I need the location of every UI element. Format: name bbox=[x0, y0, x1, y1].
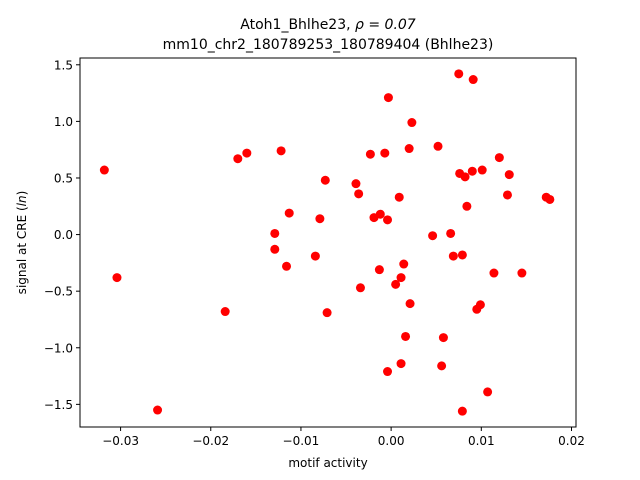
data-point bbox=[437, 361, 447, 371]
data-point bbox=[483, 387, 493, 397]
data-point bbox=[374, 265, 384, 275]
x-axis-ticks: −0.03 −0.02 −0.01 0.00 0.01 0.02 bbox=[102, 427, 585, 448]
data-point bbox=[99, 165, 109, 175]
data-point bbox=[401, 331, 411, 341]
y-tick-label: 1.0 bbox=[54, 115, 73, 129]
data-point bbox=[438, 333, 448, 343]
data-point bbox=[405, 299, 415, 309]
y-tick-label: 0.0 bbox=[54, 228, 73, 242]
data-point bbox=[462, 201, 472, 211]
data-point bbox=[233, 154, 243, 164]
x-tick-label: 0.01 bbox=[468, 434, 495, 448]
x-tick-label: 0.00 bbox=[378, 434, 405, 448]
data-point bbox=[404, 144, 414, 154]
data-point bbox=[457, 406, 467, 416]
data-point bbox=[355, 283, 365, 293]
data-point bbox=[375, 209, 385, 219]
data-point bbox=[460, 172, 470, 182]
y-tick-label: −0.5 bbox=[44, 285, 73, 299]
data-point bbox=[391, 279, 401, 289]
data-point bbox=[545, 194, 555, 204]
data-point bbox=[383, 367, 393, 377]
data-point bbox=[322, 308, 332, 318]
data-point bbox=[270, 244, 280, 254]
chart-title-line-1: Atoh1_Bhlhe23, ρ = 0.07 bbox=[240, 17, 416, 33]
data-point bbox=[489, 268, 499, 278]
data-point bbox=[396, 273, 406, 283]
data-point bbox=[396, 359, 406, 369]
data-point bbox=[477, 165, 487, 175]
data-point bbox=[446, 228, 456, 238]
data-point bbox=[242, 148, 252, 158]
y-tick-label: 1.5 bbox=[54, 58, 73, 72]
data-points bbox=[99, 69, 555, 416]
data-point bbox=[220, 307, 230, 317]
data-point bbox=[354, 189, 364, 199]
data-point bbox=[351, 179, 361, 189]
data-point bbox=[284, 208, 294, 218]
data-point bbox=[517, 268, 527, 278]
y-tick-label: 0.5 bbox=[54, 171, 73, 185]
data-point bbox=[276, 146, 286, 156]
data-point bbox=[399, 259, 409, 269]
data-point bbox=[380, 148, 390, 158]
data-point bbox=[494, 153, 504, 163]
plot-frame bbox=[79, 57, 577, 428]
data-point bbox=[468, 75, 478, 85]
data-point bbox=[270, 228, 280, 238]
data-point bbox=[407, 118, 417, 128]
x-tick-label: −0.03 bbox=[102, 434, 139, 448]
data-point bbox=[428, 231, 438, 241]
data-point bbox=[457, 250, 467, 260]
data-point bbox=[320, 175, 330, 185]
x-axis-label: motif activity bbox=[288, 456, 367, 470]
y-tick-label: −1.0 bbox=[44, 341, 73, 355]
y-axis-ticks: −1.5 −1.0 −0.5 0.0 0.5 1.0 1.5 bbox=[44, 58, 80, 412]
x-tick-label: −0.02 bbox=[192, 434, 229, 448]
chart-title-line-2: mm10_chr2_180789253_180789404 (Bhlhe23) bbox=[163, 37, 494, 53]
y-tick-label: −1.5 bbox=[44, 398, 73, 412]
data-point bbox=[475, 300, 485, 310]
data-point bbox=[112, 273, 122, 283]
data-point bbox=[467, 166, 477, 176]
data-point bbox=[454, 69, 464, 79]
data-point bbox=[383, 93, 393, 103]
data-point bbox=[394, 192, 404, 202]
x-tick-label: −0.01 bbox=[283, 434, 320, 448]
data-point bbox=[153, 405, 163, 415]
data-point bbox=[282, 261, 292, 271]
data-point bbox=[310, 251, 320, 261]
data-point bbox=[433, 141, 443, 151]
data-point bbox=[365, 149, 375, 159]
data-point bbox=[315, 214, 325, 224]
data-point bbox=[448, 251, 458, 261]
data-point bbox=[504, 170, 514, 180]
data-point bbox=[383, 215, 393, 225]
y-axis-label: signal at CRE (ln) bbox=[15, 191, 29, 295]
x-tick-label: 0.02 bbox=[558, 434, 585, 448]
data-point bbox=[502, 190, 512, 200]
